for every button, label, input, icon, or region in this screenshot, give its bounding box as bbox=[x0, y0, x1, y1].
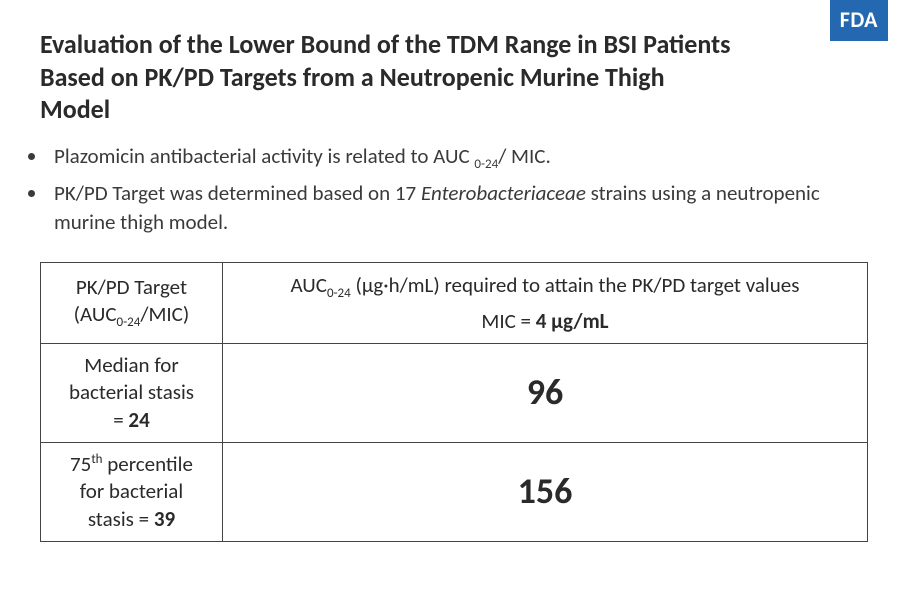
row-label-line: Median for bbox=[84, 352, 178, 378]
row-value-cell: 96 bbox=[222, 344, 867, 443]
bullet-item: Plazomicin antibacterial activity is rel… bbox=[48, 142, 860, 174]
txt: = bbox=[113, 407, 128, 433]
txt: stasis = bbox=[88, 506, 154, 532]
txt: (µg·h/mL) required to attain the PK/PD t… bbox=[351, 272, 800, 298]
row-label-line: stasis = 39 bbox=[88, 506, 175, 532]
table-container: PK/PD Target (AUC0-24/MIC) AUC0-24 (µg·h… bbox=[0, 256, 908, 542]
sup-text: th bbox=[91, 452, 102, 467]
table-header-row: PK/PD Target (AUC0-24/MIC) AUC0-24 (µg·h… bbox=[41, 262, 868, 343]
row-value-cell: 156 bbox=[222, 442, 867, 541]
header-right-cell: AUC0-24 (µg·h/mL) required to attain the… bbox=[222, 262, 867, 343]
bullet-text: PK/PD Target was determined based on 17 bbox=[54, 180, 421, 206]
target-value: 39 bbox=[154, 506, 175, 532]
txt: AUC bbox=[290, 272, 327, 298]
txt: 75 bbox=[70, 451, 91, 477]
txt: /MIC) bbox=[140, 301, 189, 327]
mic-line: MIC = 4 µg/mL bbox=[233, 307, 857, 335]
auc-value: 156 bbox=[518, 469, 573, 513]
row-label-cell: Median for bacterial stasis = 24 bbox=[41, 344, 223, 443]
row-label-line: 75th percentile bbox=[70, 451, 193, 477]
row-label-line: bacterial stasis bbox=[69, 379, 194, 405]
bullet-text: Plazomicin antibacterial activity is rel… bbox=[54, 143, 474, 169]
row-label-cell: 75th percentile for bacterial stasis = 3… bbox=[41, 442, 223, 541]
sub-text: 0-24 bbox=[117, 315, 141, 330]
txt: (AUC bbox=[74, 301, 117, 327]
bullet-text: / MIC. bbox=[498, 143, 551, 169]
slide-title: Evaluation of the Lower Bound of the TDM… bbox=[0, 0, 780, 134]
taxon-name: Enterobacteriaceae bbox=[421, 180, 586, 206]
sub-text: 0-24 bbox=[474, 157, 498, 172]
hdr-left-line1: PK/PD Target bbox=[76, 274, 187, 300]
bullet-item: PK/PD Target was determined based on 17 … bbox=[48, 179, 860, 236]
bullet-list: Plazomicin antibacterial activity is rel… bbox=[0, 134, 908, 256]
hdr-right-line1: AUC0-24 (µg·h/mL) required to attain the… bbox=[290, 272, 799, 298]
txt: percentile bbox=[103, 451, 193, 477]
row-label-line: = 24 bbox=[113, 407, 150, 433]
table-row: 75th percentile for bacterial stasis = 3… bbox=[41, 442, 868, 541]
txt: MIC = bbox=[481, 308, 535, 334]
target-value: 24 bbox=[128, 407, 149, 433]
row-label-line: for bacterial bbox=[80, 478, 183, 504]
sub-text: 0-24 bbox=[327, 286, 351, 301]
pkpd-table: PK/PD Target (AUC0-24/MIC) AUC0-24 (µg·h… bbox=[40, 262, 868, 542]
hdr-left-line2: (AUC0-24/MIC) bbox=[74, 301, 190, 327]
mic-value: 4 µg/mL bbox=[536, 308, 609, 334]
table-row: Median for bacterial stasis = 24 96 bbox=[41, 344, 868, 443]
fda-badge: FDA bbox=[830, 0, 888, 41]
auc-value: 96 bbox=[527, 370, 564, 414]
header-left-cell: PK/PD Target (AUC0-24/MIC) bbox=[41, 262, 223, 343]
